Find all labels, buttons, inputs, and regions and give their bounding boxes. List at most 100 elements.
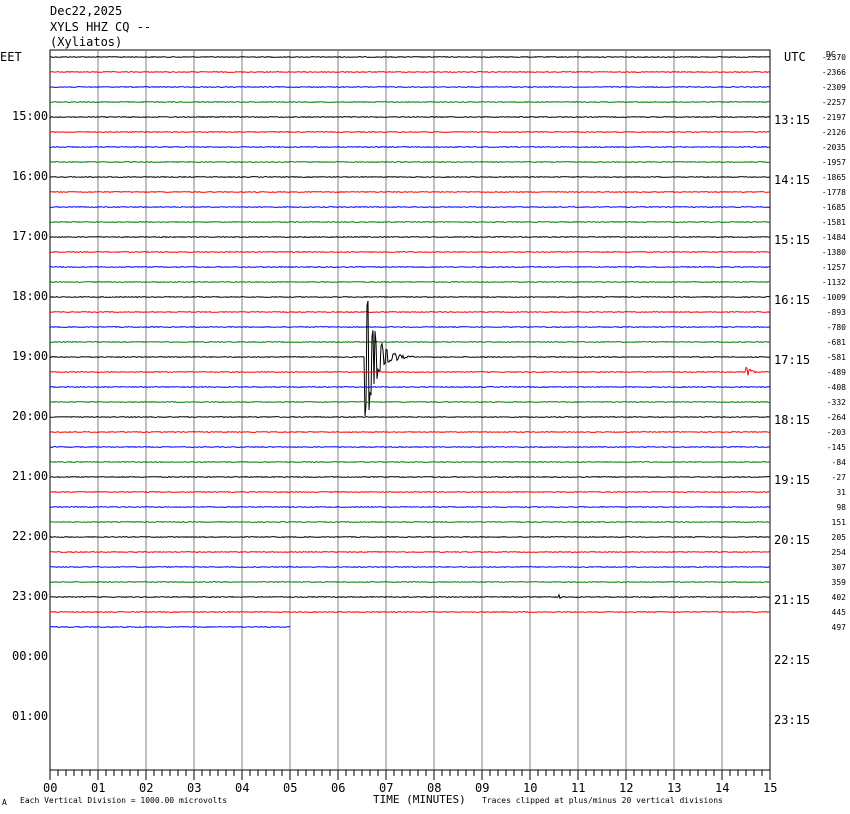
dc-offset-label: -1581 (821, 218, 846, 227)
x-tick-label: 10 (523, 781, 538, 795)
dc-offset-label: -2257 (821, 98, 846, 107)
trace-line (49, 430, 771, 434)
dc-offset-label: -2035 (821, 143, 846, 152)
left-time-label: 23:00 (12, 589, 49, 603)
scale-note: Each Vertical Division = 1000.00 microvo… (20, 796, 228, 805)
right-time-label: 22:15 (774, 653, 811, 667)
x-tick-label: 04 (235, 781, 250, 795)
dc-offset-label: -681 (826, 338, 846, 347)
dc-offset-label: 98 (836, 503, 846, 512)
left-time-label: 17:00 (12, 229, 49, 243)
trace-line (49, 325, 771, 329)
station-site: (Xyliatos) (50, 35, 123, 49)
dc-offset-label: -264 (826, 413, 846, 422)
dc-offset-label: -1484 (821, 233, 846, 242)
left-time-label: 18:00 (12, 289, 49, 303)
dc-offset-label: -1957 (821, 158, 846, 167)
x-tick-label: 03 (187, 781, 202, 795)
dc-offset-label: 497 (831, 623, 846, 632)
trace-line (49, 115, 771, 119)
clip-note: Traces clipped at plus/minus 20 vertical… (482, 796, 723, 805)
right-time-label: 13:15 (774, 113, 811, 127)
right-time-label: 16:15 (774, 293, 811, 307)
x-tick-label: 11 (571, 781, 586, 795)
trace-line (49, 385, 771, 389)
dc-offset-label: 359 (831, 578, 846, 587)
trace-line (49, 565, 771, 569)
trace-line (49, 235, 771, 239)
dc-offset-label: 402 (831, 593, 846, 602)
trace-line (49, 300, 771, 417)
dc-offset-label: -332 (826, 398, 846, 407)
dc-offset-label: -203 (826, 428, 846, 437)
trace-line (49, 520, 771, 524)
left-timezone-label: EET (0, 50, 22, 64)
trace-line (49, 625, 290, 629)
plot-frame (49, 49, 771, 771)
station-code: XYLS HHZ CQ -- (50, 20, 152, 34)
trace-line (49, 310, 771, 314)
trace-line (49, 145, 771, 149)
x-tick-label: 02 (139, 781, 154, 795)
dc-offset-label: -408 (826, 383, 846, 392)
trace-line (49, 610, 771, 614)
trace-line (49, 475, 771, 479)
dc-offset-label: -1132 (821, 278, 846, 287)
trace-line (49, 550, 771, 554)
dc-offset-label: 151 (831, 518, 846, 527)
x-axis-title: TIME (MINUTES) (373, 793, 466, 806)
trace-line (49, 505, 771, 509)
right-time-label: 15:15 (774, 233, 811, 247)
dc-offset-label: 307 (831, 563, 846, 572)
trace-line (49, 580, 771, 584)
right-time-label: 17:15 (774, 353, 811, 367)
dc-offset-label: -2126 (821, 128, 846, 137)
dc-offset-label: -84 (831, 458, 846, 467)
left-time-label: 20:00 (12, 409, 49, 423)
x-tick-label: 09 (475, 781, 490, 795)
trace-line (49, 250, 771, 254)
trace-line (49, 460, 771, 464)
dc-offset-label: 31 (836, 488, 846, 497)
left-time-label: 15:00 (12, 109, 49, 123)
dc-offset-label: -27 (831, 473, 846, 482)
x-tick-label: 01 (91, 781, 106, 795)
right-time-label: 23:15 (774, 713, 811, 727)
dc-offset-label: 445 (831, 608, 846, 617)
recording-date: Dec22,2025 (50, 4, 123, 18)
left-time-label: 00:00 (12, 649, 49, 663)
trace-line (50, 415, 771, 419)
right-timezone-label: UTC (784, 50, 806, 64)
dc-offset-label: -2366 (821, 68, 846, 77)
dc-offset-label: 254 (831, 548, 846, 557)
dc-offset-label: 205 (831, 533, 846, 542)
left-time-label: 21:00 (12, 469, 49, 483)
right-time-label: 20:15 (774, 533, 811, 547)
corner-mark: A (2, 798, 7, 807)
dc-offset-label: -2370 (821, 53, 846, 62)
x-tick-label: 14 (715, 781, 730, 795)
trace-line (49, 100, 771, 104)
dc-offset-label: -780 (826, 323, 846, 332)
dc-offset-label: -489 (826, 368, 846, 377)
dc-offset-label: -1685 (821, 203, 846, 212)
x-tick-label: 07 (379, 781, 394, 795)
trace-line (49, 295, 771, 299)
dc-offset-label: -1009 (821, 293, 846, 302)
dc-offset-label: -1380 (821, 248, 846, 257)
trace-line (49, 445, 771, 449)
dc-offset-label: -1778 (821, 188, 846, 197)
trace-line (49, 205, 771, 209)
trace-line (49, 190, 771, 194)
x-tick-label: 08 (427, 781, 442, 795)
trace-line (49, 280, 771, 284)
x-tick-label: 06 (331, 781, 346, 795)
x-tick-label: 12 (619, 781, 634, 795)
left-time-label: 01:00 (12, 709, 49, 723)
right-time-label: 21:15 (774, 593, 811, 607)
x-tick-label: 13 (667, 781, 682, 795)
dc-offset-label: -893 (826, 308, 846, 317)
trace-line (49, 535, 771, 539)
dc-heading: DC (826, 50, 836, 59)
